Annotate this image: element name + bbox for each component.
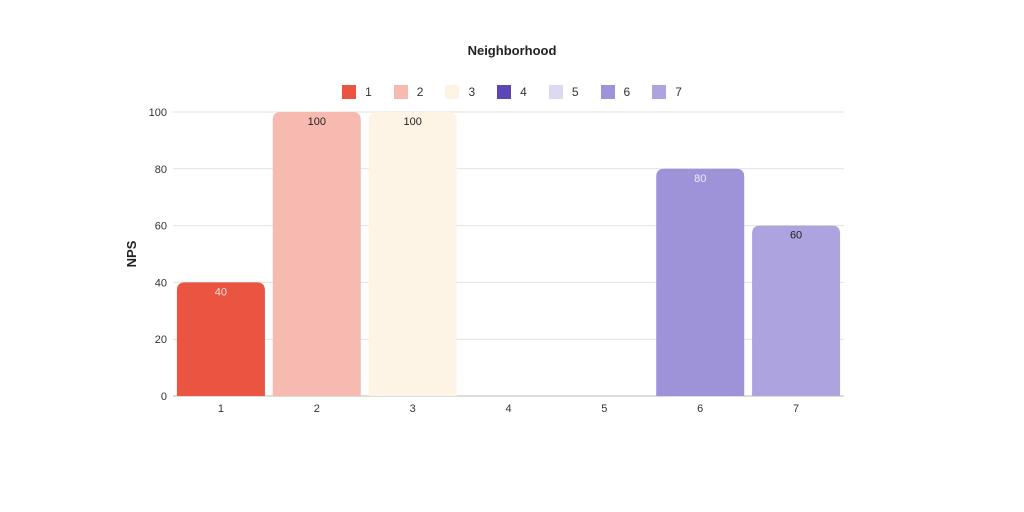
legend-item-3[interactable]: 3: [445, 85, 475, 99]
bar-3: [368, 112, 457, 396]
data-label-3: 100: [403, 116, 421, 128]
legend-item-5[interactable]: 5: [548, 85, 579, 99]
legend-item-6[interactable]: 6: [600, 85, 631, 99]
x-tick-label: 5: [601, 403, 607, 415]
legend-item-1[interactable]: 1: [342, 85, 372, 99]
legend-label: 6: [623, 85, 631, 99]
x-tick-label: 6: [697, 403, 703, 415]
x-tick-label: 7: [793, 403, 799, 415]
bar-6: [656, 168, 745, 396]
legend-label: 4: [520, 85, 527, 99]
x-tick-label: 1: [218, 403, 224, 415]
x-tick-label: 4: [505, 403, 511, 415]
legend-label: 5: [571, 85, 579, 99]
legend-label: 1: [365, 85, 372, 99]
legend: 1 2 3 4 5 6 7: [0, 85, 1024, 99]
bar-7: [752, 225, 841, 396]
x-tick-label: 2: [314, 403, 320, 415]
legend-swatch: [393, 85, 408, 99]
y-tick-label: 0: [161, 391, 167, 403]
legend-swatch: [652, 85, 667, 99]
legend-item-7[interactable]: 7: [652, 85, 682, 99]
legend-item-2[interactable]: 2: [393, 85, 424, 99]
bar-1: [176, 282, 265, 396]
y-tick-label: 40: [155, 277, 167, 289]
y-axis-title: NPS: [124, 240, 139, 267]
data-label-7: 60: [790, 230, 802, 242]
legend-item-4[interactable]: 4: [497, 85, 527, 99]
data-label-6: 80: [694, 173, 706, 185]
y-tick-label: 80: [155, 164, 167, 176]
x-tick-label: 3: [410, 403, 416, 415]
y-tick-label: 60: [155, 221, 167, 233]
data-label-2: 100: [308, 116, 326, 128]
legend-label: 2: [416, 85, 424, 99]
legend-label: 3: [468, 85, 476, 99]
legend-swatch: [600, 85, 615, 99]
legend-label: 7: [675, 85, 682, 99]
y-tick-label: 20: [155, 334, 167, 346]
legend-swatch: [342, 85, 357, 99]
legend-swatch: [445, 85, 460, 99]
bar-2: [272, 112, 361, 396]
legend-swatch: [497, 85, 512, 99]
data-label-1: 40: [215, 286, 227, 298]
chart-title: Neighborhood: [467, 43, 557, 58]
y-tick-label: 100: [149, 107, 167, 119]
legend-swatch: [548, 85, 563, 99]
